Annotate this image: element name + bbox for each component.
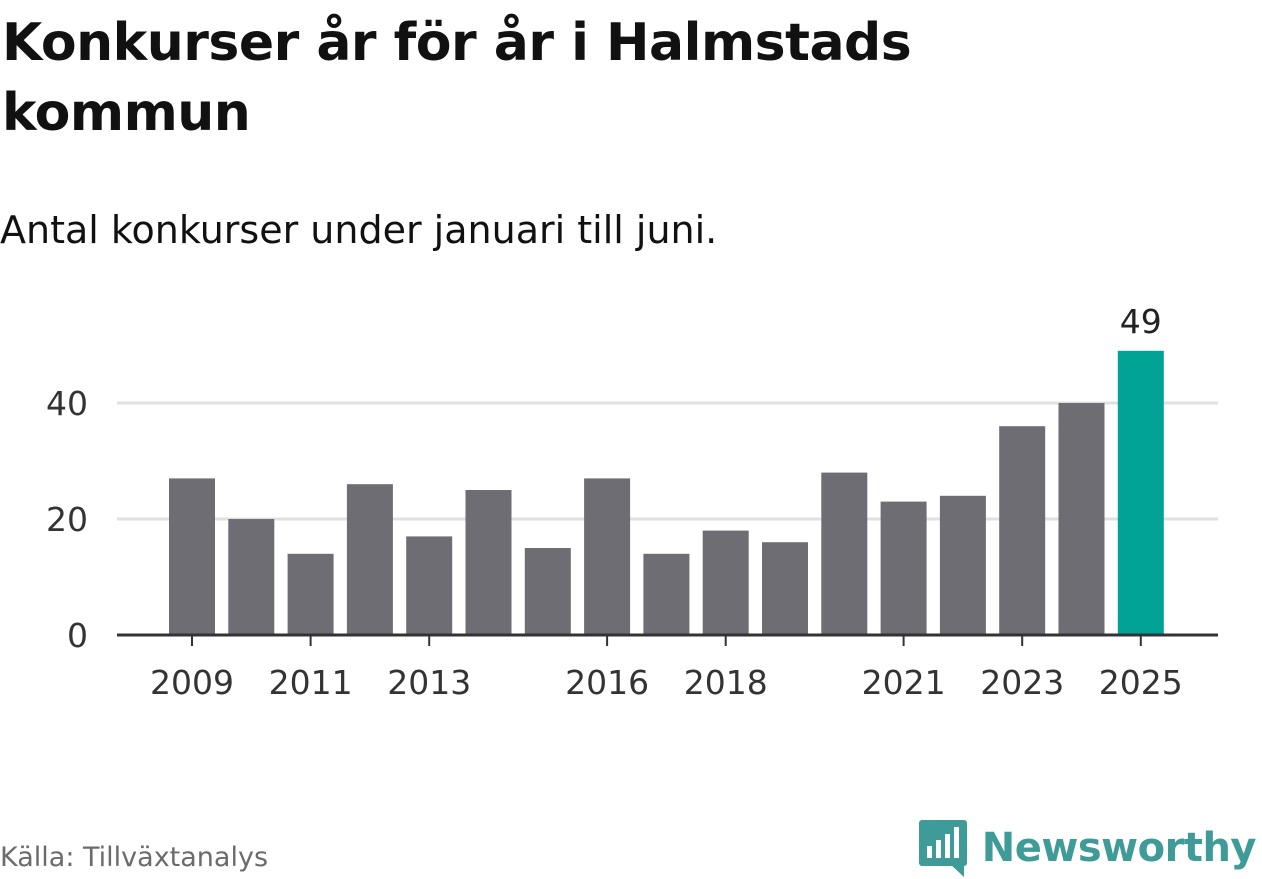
bar-2023: [999, 426, 1046, 635]
bar-2016: [584, 478, 631, 635]
gridlines: [117, 401, 1218, 521]
x-tick-label: 2018: [684, 663, 768, 702]
bar-2025: [1117, 350, 1164, 635]
y-tick-label: 0: [67, 616, 88, 655]
bar-2015: [524, 548, 571, 635]
x-tick-label: 2013: [387, 663, 471, 702]
bar-2022: [939, 495, 986, 635]
data-labels: 49: [1120, 302, 1162, 341]
bar-2017: [643, 553, 690, 635]
source-note: Källa: Tillväxtanalys: [0, 842, 269, 873]
bar-2013: [406, 536, 453, 635]
bar-2014: [465, 490, 512, 635]
brand-logo: Newsworthy: [918, 818, 1257, 878]
data-label-2025: 49: [1120, 302, 1162, 341]
chart-title: Konkurser år för år i Halmstads kommun: [2, 13, 912, 143]
x-tick-label: 2011: [269, 663, 353, 702]
x-axis-ticks: 2009 2011 2013 2016 2018 2021 2023 2025: [150, 635, 1183, 702]
bars: [169, 350, 1164, 635]
bar-2010: [228, 519, 275, 635]
x-tick-label: 2016: [565, 663, 649, 702]
y-axis-ticks: 0 20 40: [46, 384, 88, 655]
chart-subtitle: Antal konkurser under januari till juni.: [0, 208, 718, 252]
bar-2011: [287, 553, 334, 635]
bar-2019: [762, 542, 808, 635]
bar-2009: [169, 478, 215, 635]
bar-chart-speech-bubble-icon: [918, 820, 967, 877]
x-tick-label: 2021: [862, 663, 946, 702]
y-tick-label: 20: [46, 500, 88, 539]
bar-2012: [346, 484, 393, 635]
x-tick-label: 2023: [980, 663, 1064, 702]
bar-2024: [1058, 403, 1105, 635]
x-tick-label: 2025: [1099, 663, 1183, 702]
y-tick-label: 40: [46, 384, 88, 423]
brand-name: Newsworthy: [981, 825, 1257, 871]
bar-2021: [880, 501, 927, 635]
bar-2018: [702, 530, 749, 635]
x-tick-label: 2009: [150, 663, 234, 702]
bar-2020: [821, 472, 868, 635]
